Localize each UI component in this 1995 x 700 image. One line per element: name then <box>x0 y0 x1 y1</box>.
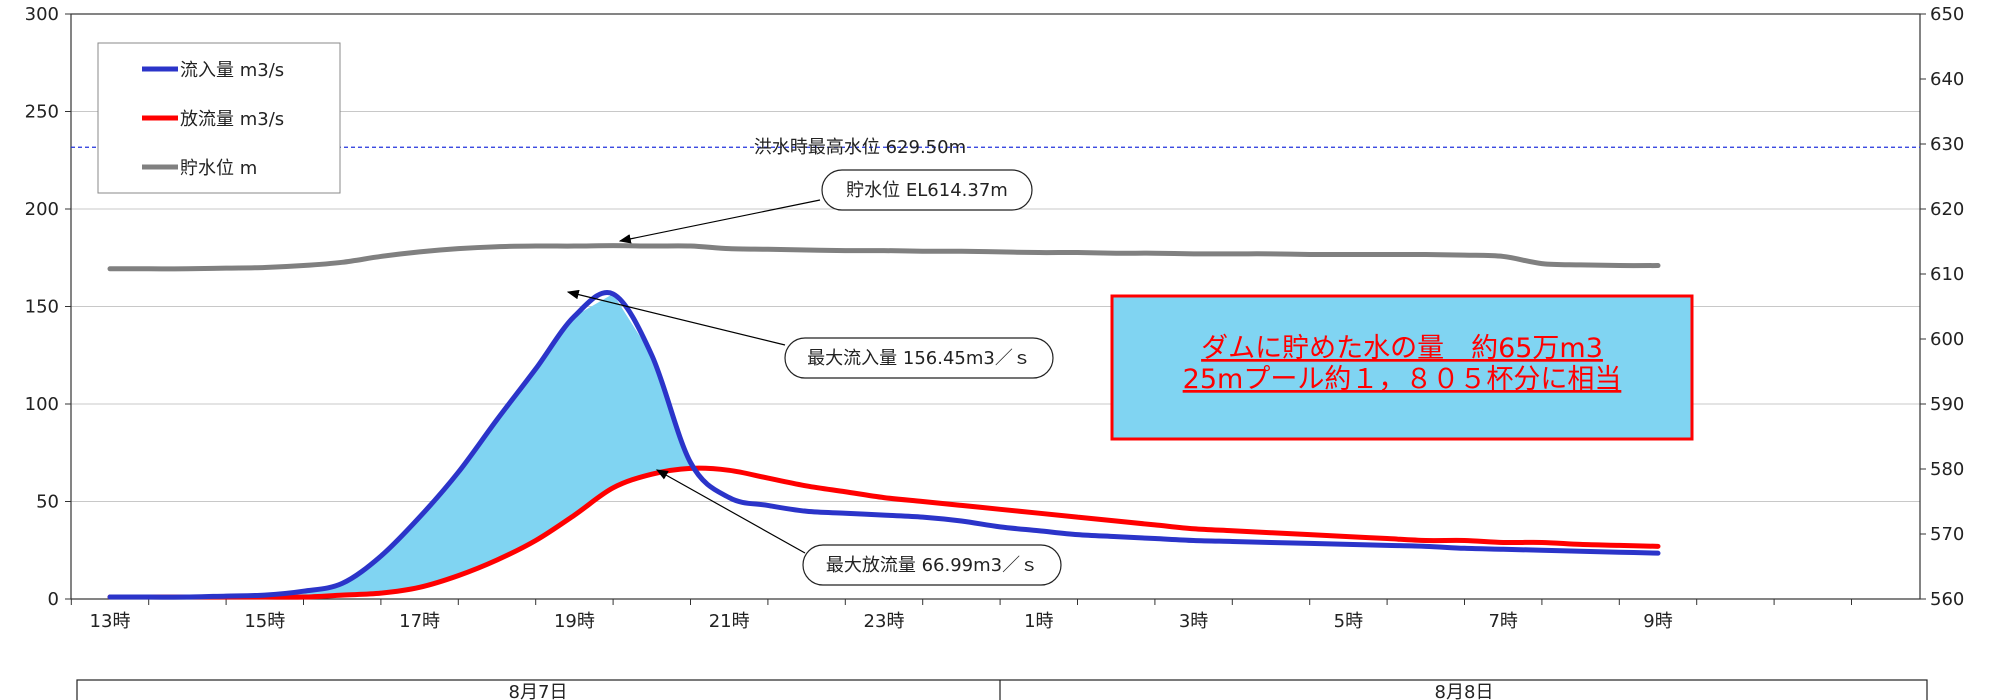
date-table-frame <box>76 679 1928 700</box>
storage-note-line2: 25mプール約１，８０５杯分に相当 <box>1183 364 1622 395</box>
legend-label-inflow: 流入量 m3/s <box>180 60 284 81</box>
annotation-outflow-box <box>802 544 1062 586</box>
right-tick-label: 570 <box>1930 524 1964 545</box>
x-tick-label: 3時 <box>1179 611 1208 632</box>
annotation-outflow-arrow <box>655 469 806 554</box>
annotation-inflow: 最大流入量 156.45m3／ｓ <box>566 289 1054 379</box>
series-inflow-line <box>107 290 1661 600</box>
series-level-line <box>107 243 1661 272</box>
date-table: 8月7日 8月8日 <box>76 679 1928 700</box>
right-axis: 560 570 580 590 600 610 620 630 640 650 <box>1920 4 1964 610</box>
annotation-inflow-arrow <box>566 289 786 346</box>
right-tick-label: 620 <box>1930 199 1964 220</box>
annotation-level: 貯水位 EL614.37m <box>618 169 1033 244</box>
series-layer <box>107 243 1661 600</box>
left-tick-label: 150 <box>25 297 59 318</box>
storage-note-box <box>1110 294 1694 441</box>
annotation-outflow: 最大放流量 66.99m3／ｓ <box>655 469 1062 586</box>
x-tick-label: 19時 <box>554 611 595 632</box>
right-tick-label: 600 <box>1930 329 1964 350</box>
x-tick-label: 21時 <box>709 611 750 632</box>
x-axis: 13時 15時 17時 19時 21時 23時 1時 3時 5時 7時 9時 <box>70 599 1852 632</box>
annotation-inflow-box <box>784 337 1054 379</box>
right-tick-label: 650 <box>1930 4 1964 25</box>
right-tick-label: 630 <box>1930 134 1964 155</box>
annotation-level-text: 貯水位 EL614.37m <box>846 180 1008 201</box>
flood-max-level-label: 洪水時最高水位 629.50m <box>754 137 966 158</box>
left-tick-label: 0 <box>48 589 59 610</box>
storage-note-line1: ダムに貯めた水の量 約65万m3 <box>1201 333 1603 364</box>
x-tick-label: 5時 <box>1334 611 1363 632</box>
x-tick-label: 1時 <box>1024 611 1053 632</box>
right-tick-label: 590 <box>1930 394 1964 415</box>
left-tick-label: 100 <box>25 394 59 415</box>
x-tick-label: 13時 <box>90 611 131 632</box>
annotation-level-box <box>821 169 1033 211</box>
legend-frame <box>97 42 341 194</box>
date-cell-aug8: 8月8日 <box>1435 682 1494 700</box>
left-tick-label: 300 <box>25 4 59 25</box>
series-outflow-line <box>107 465 1661 600</box>
x-tick-label: 7時 <box>1488 611 1517 632</box>
left-tick-label: 200 <box>25 199 59 220</box>
x-tick-label: 17時 <box>399 611 440 632</box>
right-tick-label: 560 <box>1930 589 1964 610</box>
annotation-outflow-text: 最大放流量 66.99m3／ｓ <box>826 555 1038 576</box>
x-tick-label: 9時 <box>1643 611 1672 632</box>
annotation-inflow-text: 最大流入量 156.45m3／ｓ <box>807 348 1031 369</box>
x-tick-label: 23時 <box>864 611 905 632</box>
storage-note: ダムに貯めた水の量 約65万m3 25mプール約１，８０５杯分に相当 <box>1110 294 1694 441</box>
left-tick-label: 50 <box>36 492 59 513</box>
right-tick-label: 610 <box>1930 264 1964 285</box>
right-tick-label: 640 <box>1930 69 1964 90</box>
legend-label-level: 貯水位 m <box>180 158 257 179</box>
left-tick-label: 250 <box>25 102 59 123</box>
storage-fill-area <box>110 293 691 598</box>
legend-label-outflow: 放流量 m3/s <box>180 109 284 130</box>
left-axis: 0 50 100 150 200 250 300 <box>25 4 71 610</box>
right-tick-label: 580 <box>1930 459 1964 480</box>
legend: 流入量 m3/s 放流量 m3/s 貯水位 m <box>97 42 341 194</box>
x-tick-label: 15時 <box>244 611 285 632</box>
annotation-level-arrow <box>618 199 821 244</box>
date-cell-aug7: 8月7日 <box>509 682 568 700</box>
